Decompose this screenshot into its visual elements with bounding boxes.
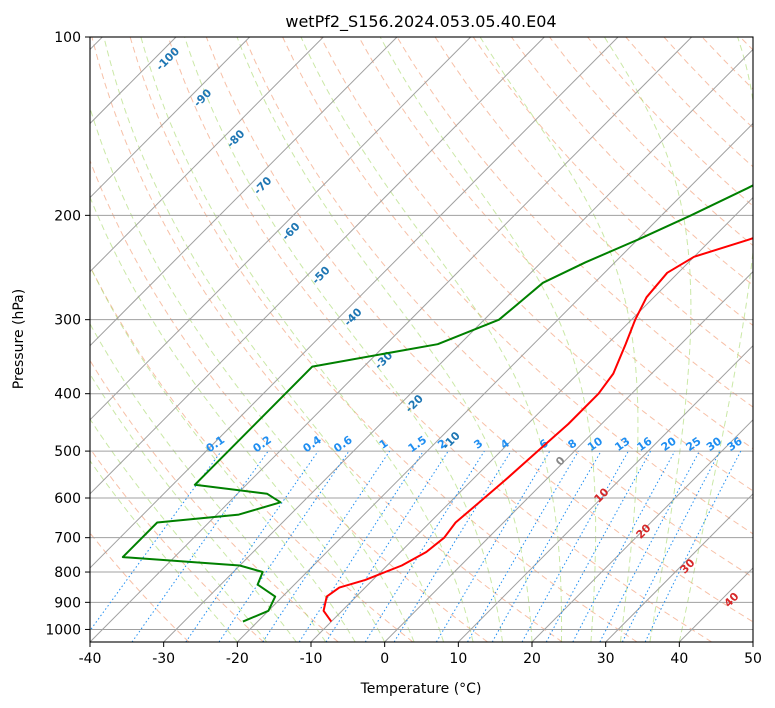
moist-adiabat <box>678 37 753 642</box>
moist-adiabat <box>90 418 268 642</box>
y-axis-label: Pressure (hPa) <box>11 289 27 389</box>
mixing-ratio-line <box>90 450 222 632</box>
x-tick-label: -10 <box>300 651 323 667</box>
isotherm <box>163 48 753 642</box>
background-lines <box>90 37 753 642</box>
dry-adiabat <box>91 37 563 642</box>
mixing-ratio-line <box>298 450 424 642</box>
mixing-ratio-line <box>545 450 652 642</box>
moist-adiabat <box>603 37 692 642</box>
axis-ticks: -40 -30 -20 -10 0 10 20 30 40 50 100 200 300 400 500 60… <box>45 30 762 667</box>
isotherm <box>90 37 251 199</box>
isotherm <box>457 344 753 642</box>
y-tick-label: 500 <box>54 444 81 460</box>
isotherm <box>531 419 753 642</box>
dry-adiabat <box>510 37 753 286</box>
isotherm <box>605 493 753 642</box>
y-tick-label: 700 <box>54 531 81 547</box>
dry-adiabat <box>282 37 753 535</box>
x-axis-label: Temperature (°C) <box>360 681 482 697</box>
plot-frame <box>89 36 754 643</box>
dry-adiabat <box>320 37 753 492</box>
isotherm <box>236 122 753 642</box>
mixing-ratio-line <box>262 450 391 642</box>
y-tick-label: 300 <box>54 313 81 329</box>
dry-adiabat <box>90 359 339 642</box>
x-tick-label: 40 <box>670 651 688 667</box>
y-tick-label: 1000 <box>45 622 81 638</box>
moist-adiabat <box>90 373 297 642</box>
mixing-ratio-line <box>131 450 269 642</box>
dry-adiabat <box>167 37 712 642</box>
moist-adiabat <box>300 37 563 642</box>
isotherm <box>90 37 545 495</box>
isotherm <box>384 270 753 642</box>
x-tick-label: -20 <box>226 651 249 667</box>
moist-adiabat <box>90 265 356 642</box>
moist-adiabat <box>140 37 474 642</box>
isotherm <box>90 37 472 421</box>
x-tick-label: 30 <box>597 651 615 667</box>
mixing-ratio-line <box>393 450 512 642</box>
isotherm <box>310 196 753 642</box>
x-tick-label: 50 <box>744 651 762 667</box>
mixing-ratio-line <box>572 450 676 642</box>
dry-adiabat <box>396 37 753 408</box>
isotherm <box>90 37 324 273</box>
x-tick-label: 10 <box>449 651 467 667</box>
mixing-ratio-line <box>325 450 449 642</box>
mixing-ratio-line <box>185 450 319 642</box>
mixing-ratio-line <box>644 450 742 642</box>
temperature-profile-line <box>322 237 753 623</box>
y-tick-label: 200 <box>54 208 81 224</box>
chart-title: wetPf2_S156.2024.053.05.40.E04 <box>285 12 556 32</box>
dry-adiabat <box>472 37 753 327</box>
x-tick-label: -40 <box>79 651 102 667</box>
dewpoint-profile-line <box>121 184 753 623</box>
x-tick-label: 20 <box>523 651 541 667</box>
y-tick-label: 900 <box>54 595 81 611</box>
isotherm <box>90 37 693 642</box>
dry-adiabat <box>90 447 264 642</box>
moist-adiabat <box>90 322 327 642</box>
profile-lines <box>121 184 753 623</box>
y-tick-label: 400 <box>54 387 81 403</box>
mixing-ratio-line <box>521 450 629 642</box>
mixing-ratio-line <box>621 450 721 642</box>
moist-adiabat <box>236 37 533 642</box>
moist-adiabat <box>184 37 503 642</box>
dry-adiabat <box>205 37 753 623</box>
dry-adiabat <box>434 37 753 367</box>
x-tick-label: 0 <box>380 651 389 667</box>
x-tick-label: -30 <box>152 651 175 667</box>
moist-adiabat <box>90 459 238 642</box>
y-tick-label: 800 <box>54 565 81 581</box>
isotherm <box>90 37 619 569</box>
y-tick-label: 100 <box>54 30 81 46</box>
moist-adiabat <box>379 37 597 642</box>
moist-adiabat <box>103 37 445 642</box>
mixing-ratio-line <box>218 450 350 642</box>
isotherm <box>90 37 398 347</box>
moist-adiabat <box>479 37 639 642</box>
dry-adiabat <box>243 37 753 579</box>
dry-adiabat <box>129 37 638 642</box>
y-tick-label: 600 <box>54 491 81 507</box>
moist-adiabat <box>90 196 386 642</box>
